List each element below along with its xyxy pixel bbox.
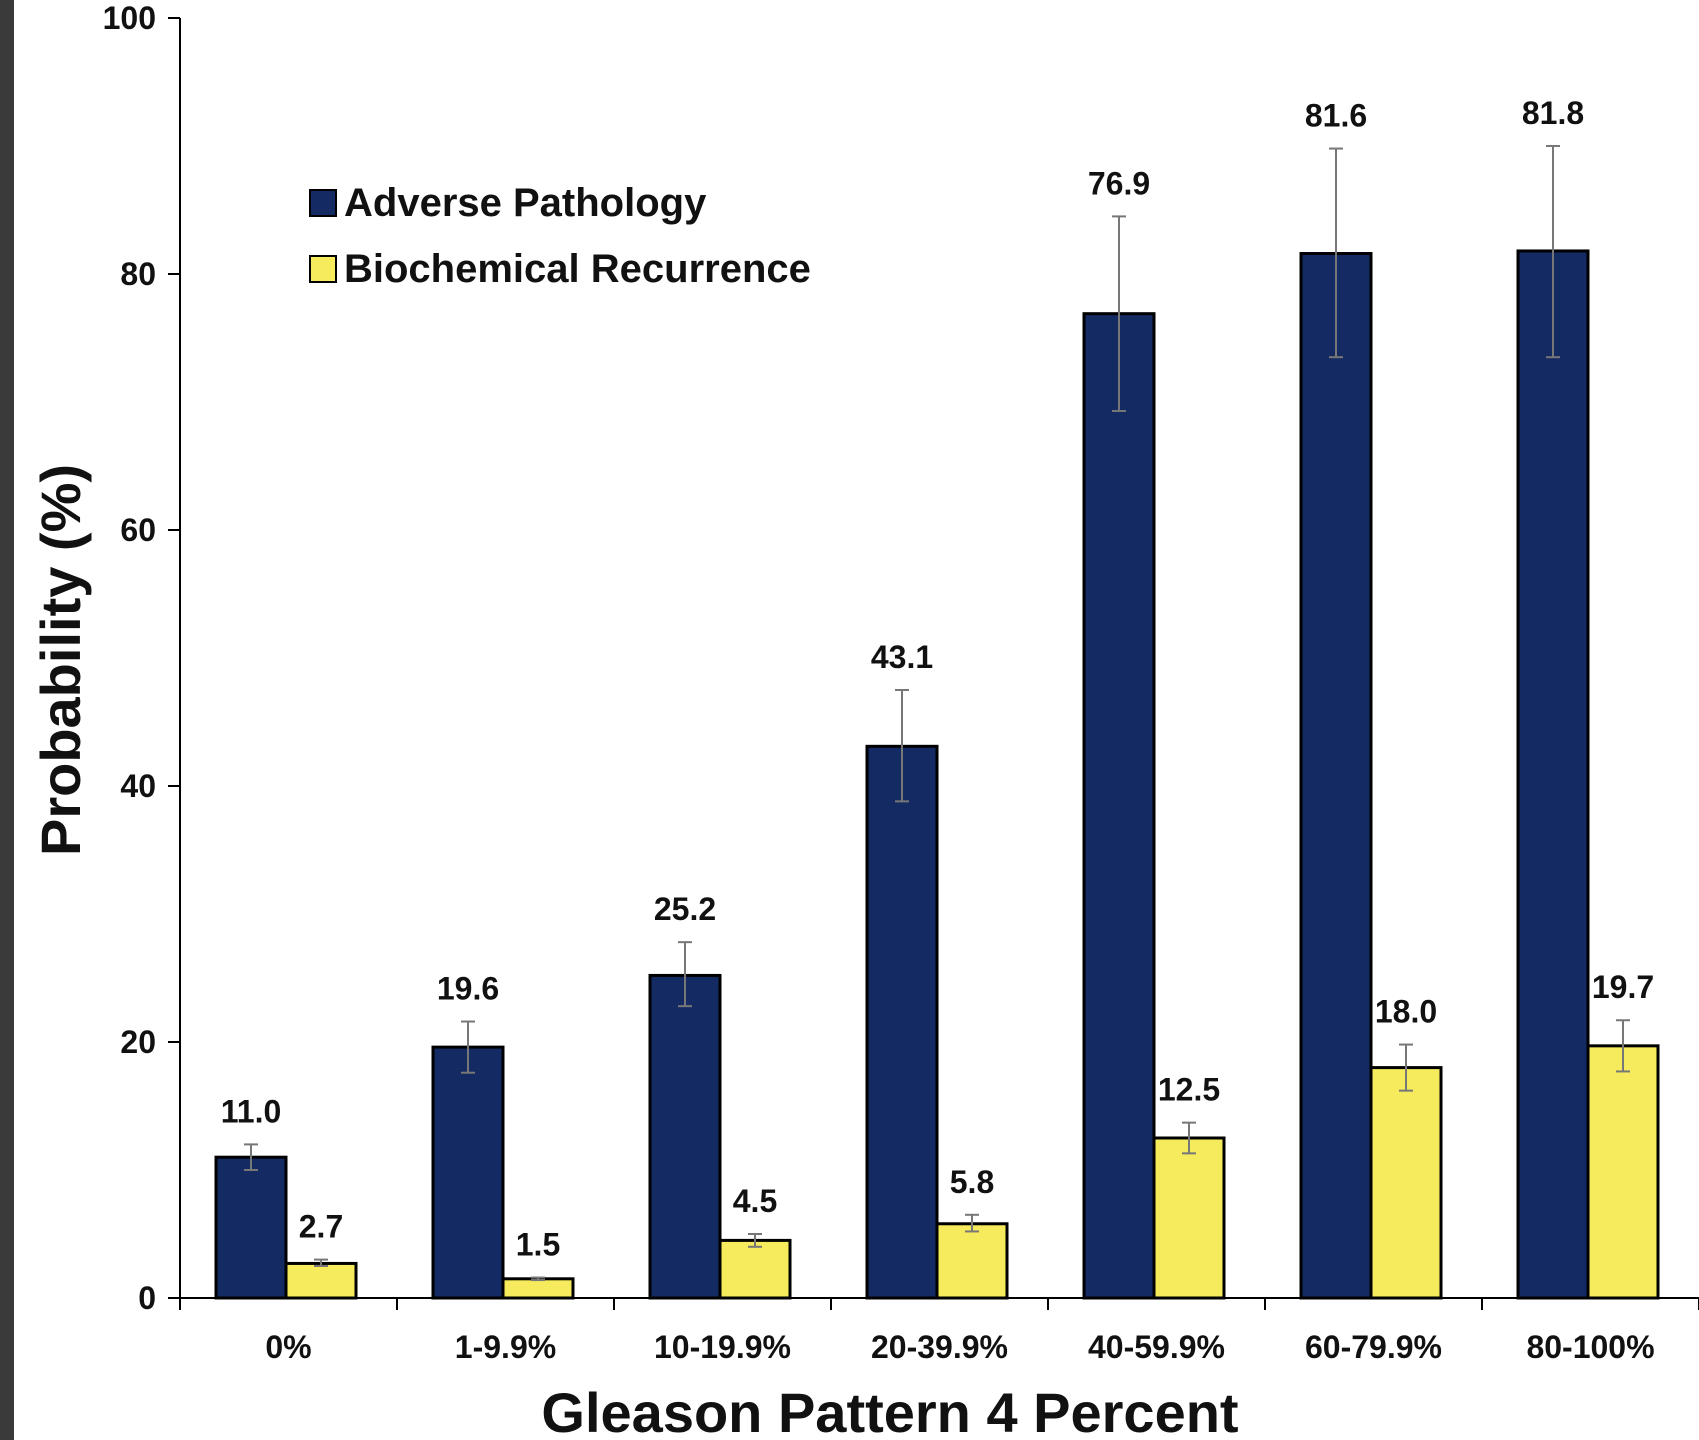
x-tick-label-0: 0% — [265, 1329, 311, 1365]
y-tick-label-20: 20 — [120, 1024, 156, 1060]
legend-label-biochemical-recurrence: Biochemical Recurrence — [344, 247, 811, 291]
bar-series0-4 — [1084, 314, 1154, 1298]
data-label-series0-1: 19.6 — [437, 971, 499, 1007]
data-label-series0-2: 25.2 — [654, 891, 716, 927]
x-tick-label-2: 10-19.9% — [654, 1329, 791, 1365]
y-axis-title: Probability (%) — [29, 464, 92, 856]
bar-series0-0 — [216, 1157, 286, 1298]
y-tick-label-40: 40 — [120, 768, 156, 804]
data-label-series0-0: 11.0 — [221, 1093, 282, 1129]
data-label-series1-4: 12.5 — [1158, 1072, 1220, 1108]
bar-series0-1 — [433, 1047, 503, 1298]
data-label-series0-4: 76.9 — [1088, 165, 1150, 201]
bar-series1-6 — [1588, 1046, 1658, 1298]
data-label-series1-5: 18.0 — [1375, 994, 1437, 1030]
y-tick-label-80: 80 — [120, 256, 156, 292]
y-tick-label-0: 0 — [138, 1280, 156, 1316]
bars — [216, 146, 1658, 1298]
bar-series0-3 — [867, 746, 937, 1298]
y-tick-label-60: 60 — [120, 512, 156, 548]
x-tick-label-3: 20-39.9% — [871, 1329, 1008, 1365]
bar-series1-4 — [1154, 1138, 1224, 1298]
bar-series1-3 — [937, 1224, 1007, 1298]
x-tick-label-4: 40-59.9% — [1088, 1329, 1225, 1365]
x-tick-label-6: 80-100% — [1526, 1329, 1654, 1365]
bar-series1-1 — [503, 1279, 573, 1298]
x-tick-label-1: 1-9.9% — [455, 1329, 556, 1365]
y-tick-label-100: 100 — [103, 0, 156, 36]
chart-figure: 0 20 40 60 80 100 0% 1-9.9% 10-19.9% 20-39.9% 40-5… — [14, 0, 1699, 1440]
legend-label-adverse-pathology: Adverse Pathology — [344, 181, 707, 225]
data-label-series1-3: 5.8 — [950, 1164, 994, 1200]
bar-series1-5 — [1371, 1068, 1441, 1298]
data-label-series1-6: 19.7 — [1592, 969, 1654, 1005]
bar-series1-0 — [286, 1263, 356, 1298]
data-label-series1-0: 2.7 — [299, 1209, 343, 1245]
bar-series0-2 — [650, 975, 720, 1298]
legend: Adverse Pathology Biochemical Recurrence — [310, 181, 811, 291]
data-label-series0-3: 43.1 — [871, 639, 933, 675]
legend-swatch-adverse-pathology — [310, 190, 336, 216]
bar-series0-6 — [1518, 251, 1588, 1298]
data-label-series0-5: 81.6 — [1305, 98, 1367, 134]
legend-swatch-biochemical-recurrence — [310, 256, 336, 282]
data-label-series1-1: 1.5 — [516, 1227, 560, 1263]
data-label-series1-2: 4.5 — [733, 1183, 777, 1219]
bar-series1-2 — [720, 1240, 790, 1298]
x-tick-label-5: 60-79.9% — [1305, 1329, 1442, 1365]
bar-chart: 0 20 40 60 80 100 0% 1-9.9% 10-19.9% 20-39.9% 40-5… — [14, 0, 1699, 1440]
bar-series0-5 — [1301, 254, 1371, 1298]
data-label-series0-6: 81.8 — [1522, 95, 1584, 131]
x-axis-title: Gleason Pattern 4 Percent — [541, 1381, 1238, 1440]
